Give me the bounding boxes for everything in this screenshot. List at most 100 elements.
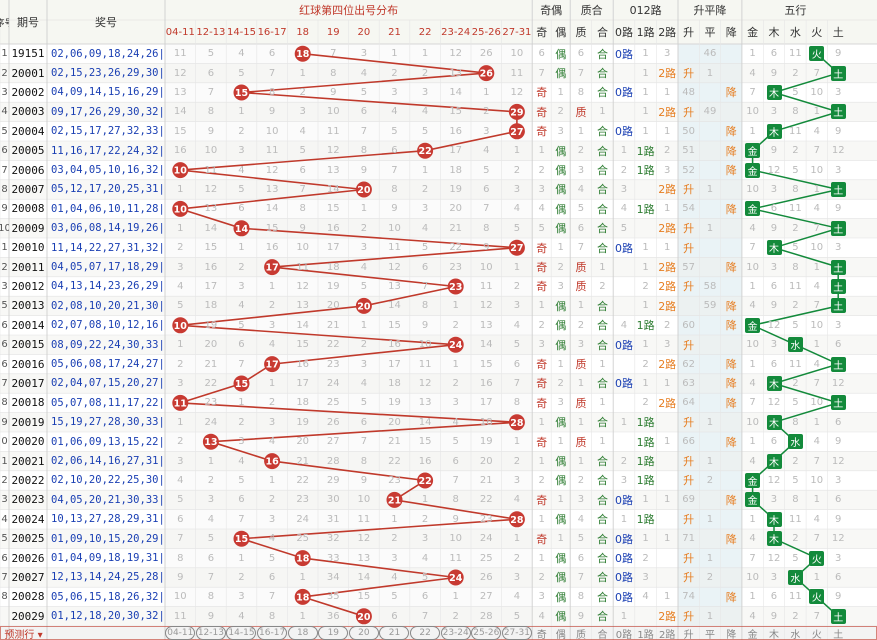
miss-cell: 13 [357,552,371,564]
miss-cell: 3 [513,571,521,583]
miss-cell: 16 [265,242,279,254]
route-cell: 1路 [636,416,655,430]
element-tag: 土 [830,182,846,198]
fourth-ball-marker: 20 [355,608,372,625]
predict-range-button[interactable]: 19 [318,626,349,640]
predict-range-button[interactable]: 23-24 [440,626,471,640]
element-tag-label: 土 [830,279,846,294]
predict-range-button[interactable]: 21 [379,626,410,640]
miss-cell: 5 [792,164,799,176]
predict-option[interactable]: 木 [768,629,779,640]
fourth-ball-marker: 18 [294,588,311,605]
miss-cell: 5 [391,591,398,603]
miss-cell: 7 [177,533,184,545]
miss-cell: 15 [449,106,463,118]
miss-cell: 8 [577,86,585,98]
predict-option[interactable]: 2路 [659,629,676,640]
predict-option[interactable]: 质 [575,629,586,640]
miss-cell: 9 [360,164,368,176]
prime-cell: 合 [596,183,608,197]
fourth-ball-marker: 27 [508,239,525,256]
miss-cell: 7 [207,571,215,583]
miss-cell: 19 [479,436,493,448]
miss-cell: 1 [557,358,564,370]
element-tag-label: 水 [787,337,803,353]
predict-option[interactable]: 0路 [615,629,633,640]
element-tag-label: 土 [830,182,846,197]
predict-range-button[interactable]: 04-11 [165,626,196,640]
miss-cell: 11 [357,513,371,525]
miss-cell: 13 [173,86,187,98]
issue-header[interactable]: 期号 [17,16,39,29]
element-tag-label: 水 [787,570,803,585]
miss-cell: 62 [682,358,696,370]
predict-option[interactable]: 平 [704,629,715,640]
prime-cell: 合 [596,338,608,352]
miss-cell: 3 [421,86,429,98]
predict-range-button[interactable]: 20 [348,626,380,640]
fourth-ball-marker: 15 [233,375,250,392]
predict-range-label: 14-15 [226,626,257,640]
miss-cell [699,199,720,218]
predict-option[interactable]: 水 [790,629,801,640]
miss-cell: 1 [642,300,649,312]
route-cell: 1路 [636,144,655,158]
miss-cell: 2 [421,513,429,525]
predict-range-button[interactable]: 25-26 [471,626,502,640]
parity-header: 偶 [555,26,567,39]
miss-cell: 9 [177,571,184,583]
miss-cell: 6 [770,436,778,448]
miss-cell: 13 [265,183,279,195]
miss-cell: 1 [599,106,606,118]
miss-cell: 4 [749,67,756,79]
miss-cell: 32 [326,533,340,545]
miss-cell [699,374,720,393]
miss-cell: 4 [391,571,398,583]
miss-cell: 20 [388,416,401,428]
prime-cell: 质 [575,396,587,410]
miss-cell: 18 [449,164,463,176]
trend-cell: 降 [725,435,737,449]
miss-cell: 2 [620,164,628,176]
predict-range-button[interactable]: 18 [287,626,318,640]
prime-header: 合 [596,26,608,39]
parity-cell: 偶 [555,416,567,430]
predict-row-label[interactable]: 预测行 ▾ [4,629,43,640]
predict-option[interactable]: 土 [833,629,844,640]
predict-option[interactable]: 1路 [637,629,654,640]
seq-cell: 8 [1,591,8,603]
miss-cell: 3 [620,183,628,195]
predict-range-button[interactable]: 14-15 [226,626,257,640]
miss-cell: 10 [746,571,759,583]
predict-option[interactable]: 奇 [536,629,547,640]
range-header: 23-24 [441,26,471,38]
miss-cell: 2 [792,145,799,157]
predict-option[interactable]: 升 [683,629,694,640]
fourth-ball-marker: 16 [264,453,281,470]
prime-cell: 合 [596,202,608,216]
miss-cell: 1 [577,300,585,312]
miss-cell: 10 [449,533,463,545]
predict-range-button[interactable]: 22 [410,626,441,640]
route-cell: 2路 [658,222,677,236]
issue-cell: 20011 [11,260,45,274]
numbers-cell: 02,08,10,20,21,30|13 [51,299,165,312]
miss-cell: 25 [479,552,493,564]
miss-cell [699,122,720,141]
miss-cell: 2 [792,455,799,467]
predict-range-button[interactable]: 27-31 [501,626,533,640]
predict-option[interactable]: 合 [597,629,608,640]
predict-range-button[interactable]: 16-17 [257,626,288,640]
predict-option[interactable]: 金 [747,629,758,640]
issue-cell: 20004 [11,124,45,138]
prime-cell: 合 [596,144,608,158]
predict-option[interactable]: 降 [726,629,737,640]
seq-cell: 1 [1,242,8,254]
svg-text:29: 29 [510,107,523,118]
predict-range-button[interactable]: 12-13 [195,626,227,640]
miss-cell: 10 [746,261,759,273]
predict-option[interactable]: 偶 [555,629,566,640]
miss-cell [678,44,699,63]
predict-option[interactable]: 火 [811,629,822,640]
miss-cell: 11 [789,280,802,292]
